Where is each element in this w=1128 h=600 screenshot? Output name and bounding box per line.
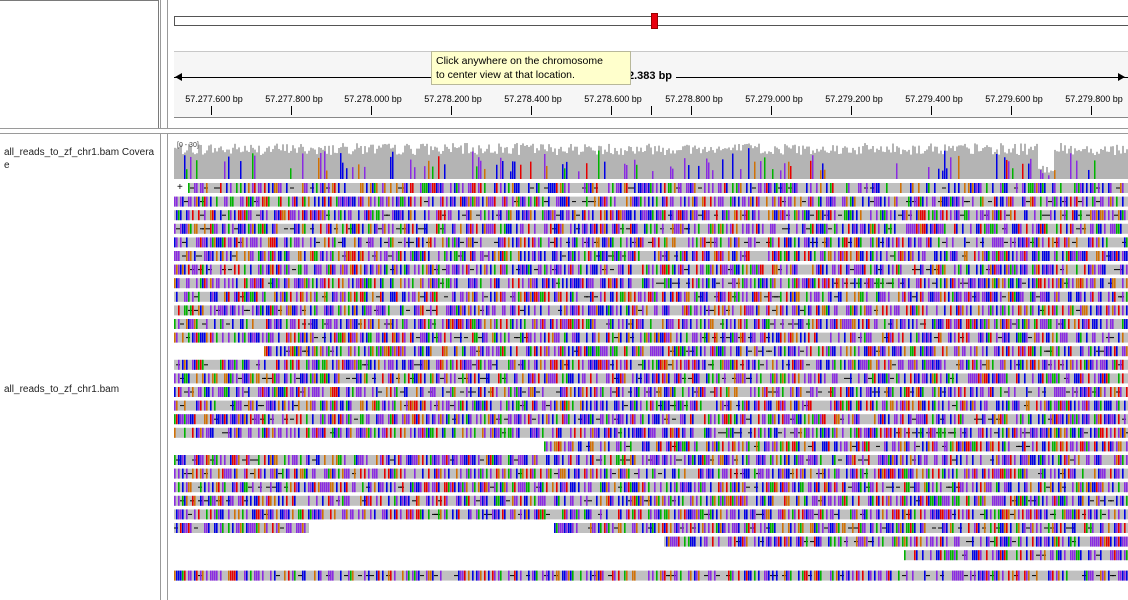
tick-label: 57.278.800 bp bbox=[665, 94, 723, 104]
span-arrow-left-icon bbox=[175, 73, 182, 81]
tick-label: 57.278.000 bp bbox=[344, 94, 402, 104]
expand-marker: + bbox=[177, 182, 183, 193]
tick-mark bbox=[651, 106, 652, 115]
tick-mark bbox=[531, 106, 532, 115]
tick-mark bbox=[211, 106, 212, 115]
tick-mark bbox=[451, 106, 452, 115]
tick-label: 57.279.600 bp bbox=[985, 94, 1043, 104]
tooltip-line-2: to center view at that location. bbox=[436, 69, 575, 81]
tooltip: Click anywhere on the chromosome to cent… bbox=[431, 51, 631, 85]
tick-label: 57.279.400 bp bbox=[905, 94, 963, 104]
tick-label: 57.277.800 bp bbox=[265, 94, 323, 104]
tick-label: 57.278.400 bp bbox=[504, 94, 562, 104]
coverage-track[interactable] bbox=[174, 141, 1128, 179]
tick-label: 57.278.600 bp bbox=[584, 94, 642, 104]
span-width-label: 2.383 bp bbox=[624, 70, 677, 82]
tick-label: 57.278.200 bp bbox=[424, 94, 482, 104]
tooltip-line-1: Click anywhere on the chromosome bbox=[436, 55, 603, 67]
tick-mark bbox=[1091, 106, 1092, 115]
tick-mark bbox=[611, 106, 612, 115]
tick-label: 57.279.000 bp bbox=[745, 94, 803, 104]
tick-mark bbox=[851, 106, 852, 115]
alignment-track[interactable]: + bbox=[174, 180, 1128, 600]
ideogram-current-region-marker bbox=[651, 13, 658, 29]
span-arrow-right-icon bbox=[1118, 73, 1125, 81]
tick-mark bbox=[291, 106, 292, 115]
tick-label: 57.279.200 bp bbox=[825, 94, 883, 104]
tick-mark bbox=[1011, 106, 1012, 115]
coverage-track-name-line1: all_reads_to_zf_chr1.bam Covera bbox=[4, 147, 155, 158]
track-name-panel: all_reads_to_zf_chr1.bam Covera e all_re… bbox=[0, 0, 160, 600]
ruler-baseline bbox=[174, 117, 1128, 118]
header-separator[interactable] bbox=[0, 128, 1128, 134]
tick-mark bbox=[371, 106, 372, 115]
tick-label: 57.279.800 bp bbox=[1065, 94, 1123, 104]
coverage-track-name[interactable]: all_reads_to_zf_chr1.bam Covera e bbox=[4, 146, 162, 172]
tick-label: 57.277.600 bp bbox=[185, 94, 243, 104]
panel-divider[interactable] bbox=[160, 0, 168, 600]
tick-mark bbox=[691, 106, 692, 115]
tick-mark bbox=[931, 106, 932, 115]
coverage-data-range: [0 - 30] bbox=[177, 142, 199, 149]
tick-mark bbox=[771, 106, 772, 115]
reads-track-name[interactable]: all_reads_to_zf_chr1.bam bbox=[4, 384, 120, 395]
coverage-track-name-line2: e bbox=[4, 160, 10, 171]
name-panel-header bbox=[0, 0, 159, 130]
